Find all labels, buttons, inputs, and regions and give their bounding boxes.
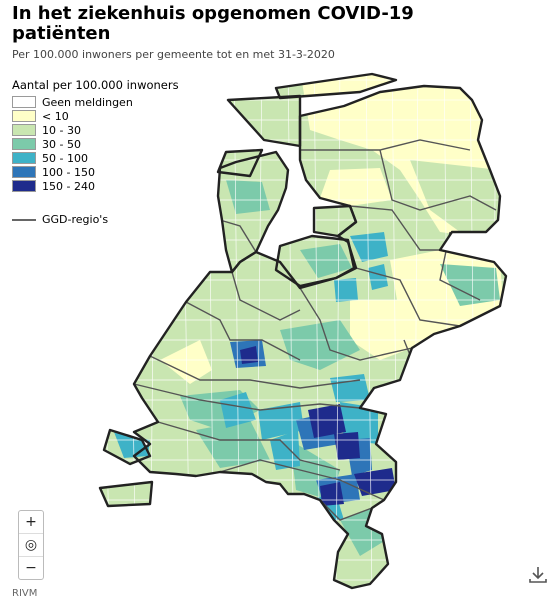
legend-swatch	[12, 138, 36, 150]
legend-label: 100 - 150	[42, 165, 95, 179]
legend-region-label: GGD-regio's	[42, 213, 109, 226]
legend-swatch	[12, 166, 36, 178]
legend-item: 10 - 30	[12, 123, 179, 137]
legend-label: < 10	[42, 109, 69, 123]
country-outline	[98, 72, 508, 590]
region-line-swatch	[12, 218, 36, 221]
legend-item: Geen meldingen	[12, 95, 179, 109]
download-icon[interactable]	[528, 566, 548, 584]
legend-label: 10 - 30	[42, 123, 81, 137]
legend-item: 150 - 240	[12, 179, 179, 193]
legend-label: 50 - 100	[42, 151, 88, 165]
legend-swatch	[12, 96, 36, 108]
legend-label: Geen meldingen	[42, 95, 133, 109]
legend-region-line: GGD-regio's	[12, 213, 179, 226]
legend-swatch	[12, 110, 36, 122]
legend-item: 50 - 100	[12, 151, 179, 165]
legend: Aantal per 100.000 inwoners Geen melding…	[12, 78, 179, 226]
legend-item: < 10	[12, 109, 179, 123]
map-subtitle: Per 100.000 inwoners per gemeente tot en…	[12, 48, 335, 61]
zoom-out-button[interactable]: −	[25, 560, 37, 576]
legend-item: 100 - 150	[12, 165, 179, 179]
legend-label: 30 - 50	[42, 137, 81, 151]
legend-swatch	[12, 152, 36, 164]
zoom-in-button[interactable]: +	[19, 511, 43, 534]
legend-swatch	[12, 180, 36, 192]
legend-swatch	[12, 124, 36, 136]
zoom-controls: + ◎ −	[18, 510, 44, 580]
map-title: In het ziekenhuis opgenomen COVID-19 pat…	[12, 3, 414, 44]
reset-view-button[interactable]: ◎	[19, 534, 43, 557]
legend-label: 150 - 240	[42, 179, 95, 193]
legend-item: 30 - 50	[12, 137, 179, 151]
legend-title: Aantal per 100.000 inwoners	[12, 78, 179, 92]
source-credit: RIVM	[12, 588, 38, 599]
